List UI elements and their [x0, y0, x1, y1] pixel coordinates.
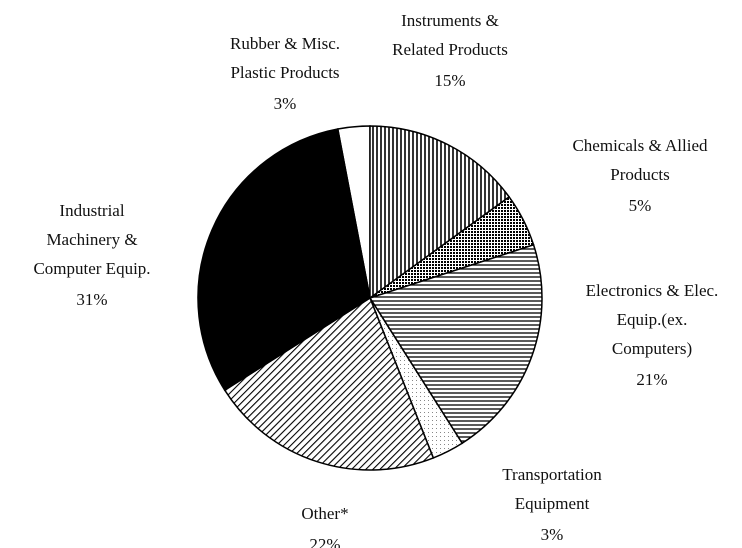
slice-label: Machinery & [46, 230, 137, 249]
slice-label: Instruments & [401, 11, 499, 30]
value-label: 5% [629, 196, 652, 215]
slice-label: Industrial [59, 201, 124, 220]
slice-label: Related Products [392, 40, 508, 59]
pie-slice [368, 243, 543, 445]
slice-label: Computer Equip. [33, 259, 150, 278]
value-label: 21% [636, 370, 667, 389]
slice-label: Other* [301, 504, 348, 523]
slice-label: Plastic Products [230, 63, 339, 82]
slice-label: Chemicals & Allied [572, 136, 708, 155]
pie-slice [369, 125, 511, 300]
slice-label: Electronics & Elec. [586, 281, 719, 300]
slice-label: Equip.(ex. [617, 310, 688, 329]
slice-label: Transportation [502, 465, 602, 484]
value-label: 3% [541, 525, 564, 544]
pie-slice [223, 296, 435, 471]
slice-label: Rubber & Misc. [230, 34, 340, 53]
value-label: 3% [274, 94, 297, 113]
slice-label: Equipment [515, 494, 590, 513]
slice-label: Computers) [612, 339, 692, 358]
value-label: 31% [76, 290, 107, 309]
value-label: 22% [309, 535, 340, 548]
pie-slice [197, 128, 371, 392]
value-label: 15% [434, 71, 465, 90]
slice-label: Products [610, 165, 670, 184]
